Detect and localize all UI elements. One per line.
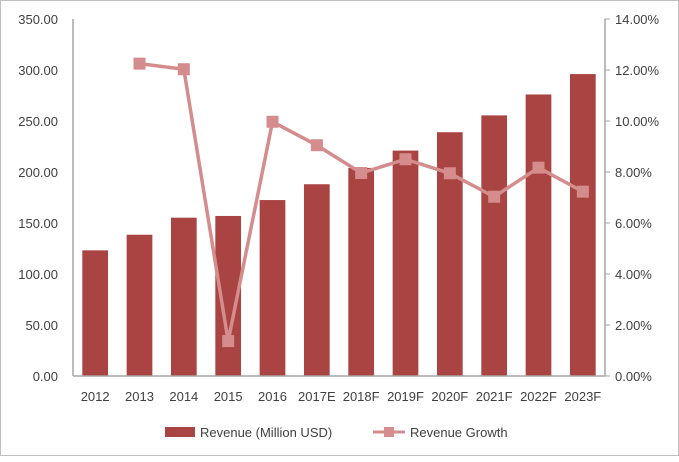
left-tick-label: 0.00 [33, 369, 58, 384]
right-tick-label: 12.00% [615, 63, 660, 78]
right-tick-label: 8.00% [615, 165, 652, 180]
line-series [133, 57, 589, 348]
left-tick-label: 350.00 [18, 12, 58, 27]
right-tick-label: 2.00% [615, 318, 652, 333]
growth-marker-2019F [399, 153, 412, 166]
growth-marker-2021F [488, 190, 501, 203]
growth-marker-2016 [266, 115, 279, 128]
bar-2013 [126, 234, 153, 376]
right-tick-label: 0.00% [615, 369, 652, 384]
bar-2016 [259, 200, 286, 376]
left-tick-label: 200.00 [18, 165, 58, 180]
right-tick-label: 14.00% [615, 12, 660, 27]
right-tick-label: 10.00% [615, 114, 660, 129]
bar-series [82, 74, 596, 376]
growth-marker-2014 [177, 63, 190, 76]
growth-marker-2020F [443, 167, 456, 180]
x-tick-label: 2023F [564, 389, 601, 404]
right-tick-label: 6.00% [615, 216, 652, 231]
bar-2019F [392, 150, 419, 376]
left-tick-label: 50.00 [25, 318, 58, 333]
growth-marker-2018F [355, 167, 368, 180]
bar-2017E [303, 184, 330, 376]
x-tick-label: 2015 [214, 389, 243, 404]
left-tick-label: 100.00 [18, 267, 58, 282]
x-tick-label: 2022F [520, 389, 557, 404]
x-tick-label: 2018F [343, 389, 380, 404]
x-tick-label: 2019F [387, 389, 424, 404]
x-tick-label: 2014 [169, 389, 198, 404]
growth-marker-2013 [133, 57, 146, 70]
bar-2023F [569, 74, 596, 376]
bar-2022F [525, 94, 552, 376]
x-tick-label: 2012 [81, 389, 110, 404]
x-tick-label: 2020F [431, 389, 468, 404]
left-tick-label: 300.00 [18, 63, 58, 78]
left-tick-label: 150.00 [18, 216, 58, 231]
legend-swatch-revenue [165, 427, 195, 437]
legend-label-revenue: Revenue (Million USD) [200, 425, 332, 440]
growth-marker-2023F [576, 185, 589, 198]
growth-marker-2015 [222, 335, 235, 348]
axes: 0.00 50.00 100.00 150.00 200.00 250.00 300.00 3… [18, 12, 659, 404]
growth-marker-2022F [532, 161, 545, 174]
x-tick-label: 2021F [476, 389, 513, 404]
bar-2018F [348, 167, 375, 376]
x-tick-label: 2013 [125, 389, 154, 404]
growth-marker-2017E [310, 139, 323, 152]
bar-2021F [481, 115, 508, 376]
x-tick-label: 2017E [298, 389, 336, 404]
legend-label-growth: Revenue Growth [410, 425, 508, 440]
x-tick-label: 2016 [258, 389, 287, 404]
left-tick-label: 250.00 [18, 114, 58, 129]
right-tick-label: 4.00% [615, 267, 652, 282]
bar-2014 [170, 217, 197, 376]
legend: Revenue (Million USD) Revenue Growth [165, 425, 508, 440]
bar-2012 [82, 250, 109, 376]
legend-marker-growth [384, 427, 394, 437]
